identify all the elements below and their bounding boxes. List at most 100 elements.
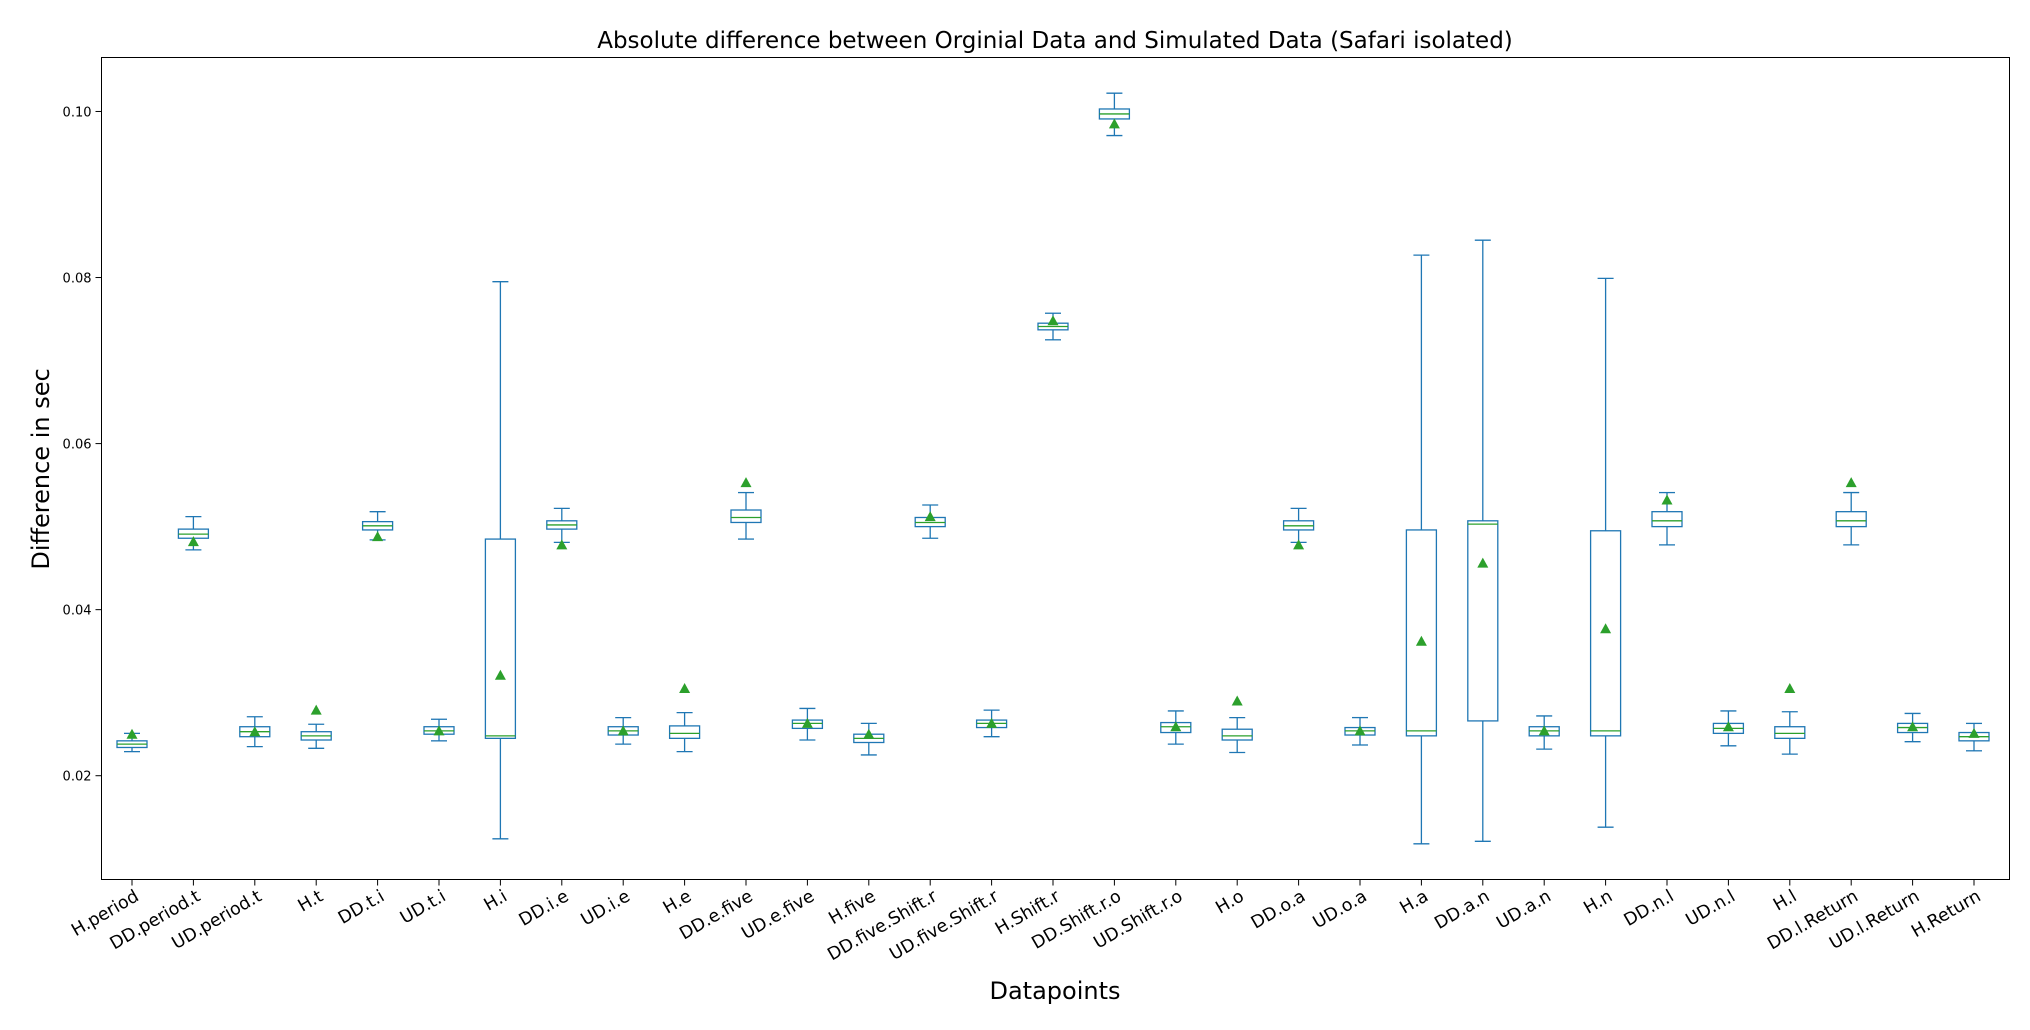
mean-marker <box>187 536 199 547</box>
box-h-period <box>116 728 148 753</box>
y-axis-label: Difference in sec <box>27 368 55 569</box>
box-dd-l-return <box>1835 477 1867 546</box>
mean-marker <box>126 728 138 739</box>
mean-marker <box>1108 118 1120 129</box>
box-h-n <box>1589 277 1622 828</box>
mean-marker <box>556 539 568 550</box>
chart-title: Absolute difference between Orginial Dat… <box>597 28 1513 54</box>
mean-marker <box>1354 725 1366 736</box>
box-dd-five-shift-r <box>914 504 946 539</box>
mean-marker <box>494 669 506 680</box>
iqr-box <box>1405 529 1438 737</box>
box-ud-a-n <box>1528 715 1560 750</box>
mean-marker <box>249 726 261 737</box>
box-dd-a-n <box>1467 239 1499 842</box>
mean-marker <box>1477 557 1489 568</box>
box-h-e <box>668 683 701 753</box>
box-ud-shift-r-o <box>1160 710 1192 745</box>
mean-marker <box>1722 721 1734 732</box>
box-dd-period-t <box>177 516 210 551</box>
x-tick-label: H.o <box>1212 887 1247 919</box>
mean-marker <box>1907 721 1919 732</box>
y-tick-label: 0.04 <box>63 604 92 619</box>
iqr-box <box>484 538 517 739</box>
mean-marker <box>863 728 875 739</box>
iqr-box <box>1835 511 1867 528</box>
x-tick-label: DD.t.i <box>335 887 388 929</box>
mean-marker <box>1600 623 1612 634</box>
box-h-l <box>1774 683 1806 755</box>
box-dd-n-l <box>1651 491 1683 546</box>
box-h-o <box>1221 695 1253 754</box>
x-tick-label: UD.five.Shift.r <box>886 886 1002 965</box>
x-tick-label: H.n <box>1581 887 1617 919</box>
mean-marker <box>372 531 384 542</box>
mean-marker <box>1968 727 1980 738</box>
mean-marker <box>1538 725 1550 736</box>
box-h-t <box>300 704 332 749</box>
mean-marker <box>1293 539 1305 550</box>
x-tick-label: DD.n.l <box>1621 887 1678 931</box>
box-dd-shift-r-o <box>1098 92 1131 137</box>
box-dd-o-a <box>1282 507 1315 550</box>
mean-marker <box>924 511 936 522</box>
mean-marker <box>986 717 998 728</box>
mean-marker <box>617 725 629 736</box>
iqr-box <box>1589 530 1622 737</box>
x-tick-label: UD.n.l <box>1683 887 1739 931</box>
box-dd-t-i <box>361 511 394 542</box>
mean-marker <box>1047 315 1059 326</box>
iqr-box <box>668 725 701 739</box>
mean-marker <box>740 477 752 488</box>
x-tick-label: H.t <box>295 886 327 916</box>
mean-marker <box>679 683 691 694</box>
x-tick-label: DD.i.e <box>516 887 573 931</box>
box-h-five <box>853 722 885 756</box>
x-tick-label: H.a <box>1397 887 1432 919</box>
iqr-box <box>730 509 762 524</box>
y-tick-label: 0.08 <box>63 272 92 287</box>
plot-area <box>116 92 1990 845</box>
y-tick-label: 0.06 <box>63 438 92 453</box>
box-ud-l-return <box>1896 712 1929 743</box>
box-ud-period-t <box>239 716 271 748</box>
box-ud-five-shift-r <box>975 709 1008 738</box>
y-tick-label: 0.10 <box>63 105 92 120</box>
mean-marker <box>1231 695 1243 706</box>
mean-marker <box>1845 477 1857 488</box>
x-tick-label: H.Return <box>1908 887 1984 943</box>
iqr-box <box>1651 511 1683 528</box>
mean-marker <box>433 725 445 736</box>
plot-frame <box>101 57 2010 880</box>
x-tick-label: DD.a.n <box>1431 887 1493 934</box>
box-dd-i-e <box>546 507 578 550</box>
x-tick-label: H.i <box>481 887 511 916</box>
box-ud-i-e <box>607 716 639 745</box>
x-tick-label: UD.a.n <box>1493 887 1554 934</box>
mean-marker <box>310 704 322 715</box>
iqr-box <box>1221 728 1253 741</box>
x-tick-label: UD.o.a <box>1310 887 1371 934</box>
box-h-a <box>1405 254 1438 845</box>
mean-marker <box>1170 721 1182 732</box>
mean-marker <box>1784 683 1796 694</box>
x-tick-label: UD.t.i <box>397 887 450 929</box>
x-tick-label: DD.o.a <box>1248 887 1309 934</box>
y-axis: 0.02 0.04 0.06 0.08 0.10 <box>63 105 102 785</box>
box-ud-t-i <box>423 718 455 742</box>
box-ud-e-five <box>791 707 824 741</box>
x-tick-label: UD.i.e <box>578 887 634 931</box>
box-ud-o-a <box>1344 716 1376 746</box>
mean-marker <box>801 717 813 728</box>
box-h-i <box>484 281 517 840</box>
mean-marker <box>1415 635 1427 646</box>
iqr-box <box>1467 520 1499 722</box>
x-tick-label: H.e <box>660 887 695 919</box>
iqr-box <box>1774 726 1806 739</box>
box-h-shift-r <box>1037 312 1069 341</box>
box-h-return <box>1958 722 1990 752</box>
x-axis-label: Datapoints <box>989 977 1120 1005</box>
y-tick-label: 0.02 <box>63 770 92 785</box>
